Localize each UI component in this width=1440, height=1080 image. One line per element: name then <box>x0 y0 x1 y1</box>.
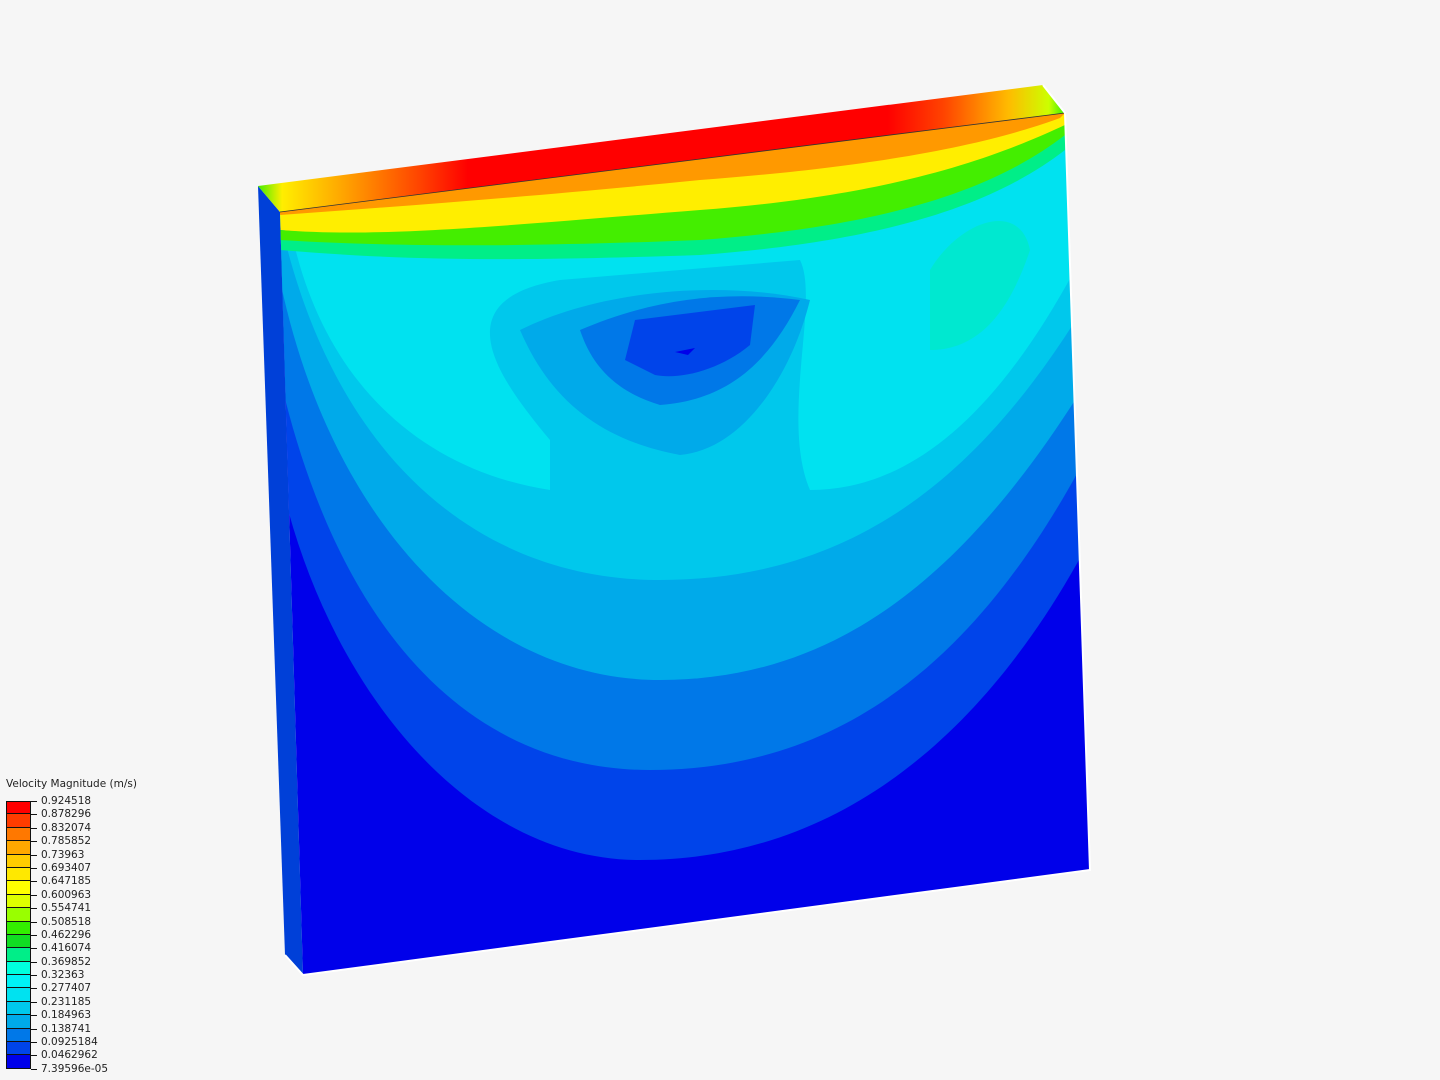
velocity-contours <box>280 113 1090 975</box>
legend-tick <box>31 841 37 843</box>
legend-entry: 0.369852 <box>6 955 137 976</box>
legend-swatch <box>6 1001 31 1016</box>
legend-swatch <box>6 854 31 868</box>
legend-value: 0.231185 <box>41 995 92 1008</box>
legend-swatch <box>6 867 31 882</box>
legend-entry: 0.231185 <box>6 995 137 1016</box>
legend-tick <box>31 1068 37 1070</box>
legend-entry: 0.138741 <box>6 1022 137 1043</box>
domain-top-face <box>258 85 1065 212</box>
domain-side-face <box>258 186 303 975</box>
legend-entry: 0.416074 <box>6 942 137 962</box>
legend-value: 0.647185 <box>41 875 92 888</box>
legend-tick <box>31 854 37 856</box>
legend-entry: 0.785852 <box>6 835 137 855</box>
legend-tick <box>31 827 37 829</box>
legend-entry: 0.832074 <box>6 821 137 842</box>
legend-value: 0.0925184 <box>41 1036 98 1049</box>
legend-swatch <box>6 961 31 976</box>
legend-swatch <box>6 894 31 909</box>
legend-swatch <box>6 1042 31 1056</box>
legend-swatch <box>6 841 31 855</box>
legend-value: 0.277407 <box>41 982 92 995</box>
legend-entry: 0.924518 <box>6 795 137 815</box>
legend-value: 0.369852 <box>41 955 92 968</box>
legend-tick <box>31 867 37 869</box>
legend-swatch <box>6 948 31 962</box>
legend-tick <box>31 1015 37 1017</box>
legend-tick <box>31 934 37 936</box>
legend-tick <box>31 948 37 950</box>
legend-tick <box>31 894 37 896</box>
legend-swatch <box>6 921 31 935</box>
legend-tick <box>31 908 37 910</box>
legend-entry: 0.277407 <box>6 982 137 1002</box>
legend-tick <box>31 1028 37 1030</box>
legend-entry: 0.462296 <box>6 928 137 949</box>
domain-edge <box>279 112 1066 213</box>
legend-entry: 0.554741 <box>6 902 137 922</box>
legend-tick <box>31 988 37 990</box>
legend-entry: 0.184963 <box>6 1009 137 1029</box>
legend-value: 0.924518 <box>41 795 92 807</box>
legend-value: 0.693407 <box>41 861 92 874</box>
legend-entry: 0.878296 <box>6 808 137 828</box>
legend-value: 0.878296 <box>41 808 92 821</box>
legend-value: 7.39596e-05 <box>41 1062 109 1075</box>
legend-swatch <box>6 881 31 895</box>
legend-swatch <box>6 934 31 949</box>
legend-value: 0.554741 <box>41 902 92 915</box>
legend-tick <box>31 1042 37 1044</box>
legend-value: 0.73963 <box>41 848 85 861</box>
legend-value: 0.600963 <box>41 888 92 901</box>
legend-tick <box>31 814 37 816</box>
legend-entry: 0.693407 <box>6 861 137 882</box>
legend-swatch <box>6 1015 31 1029</box>
legend-tick <box>31 881 37 883</box>
legend-tick <box>31 1055 37 1057</box>
legend-swatch <box>6 975 31 989</box>
legend-swatch <box>6 814 31 828</box>
legend-entry: 0.600963 <box>6 888 137 909</box>
legend-entry: 0.0925184 <box>6 1036 137 1056</box>
legend-value: 0.138741 <box>41 1022 92 1035</box>
legend-value: 0.832074 <box>41 821 92 834</box>
legend-title: Velocity Magnitude (m/s) <box>6 778 137 790</box>
legend-value: 0.184963 <box>41 1009 92 1022</box>
legend-swatch <box>6 988 31 1002</box>
legend-swatch <box>6 908 31 922</box>
legend-tick <box>31 1001 37 1003</box>
legend-tick <box>31 961 37 963</box>
legend-value: 0.508518 <box>41 915 92 928</box>
legend-tick <box>31 975 37 977</box>
legend-entry: 0.647185 <box>6 875 137 895</box>
legend-entry: 0.73963 <box>6 848 137 868</box>
legend-swatch <box>6 801 31 815</box>
legend-swatch <box>6 827 31 842</box>
legend-value: 0.32363 <box>41 969 85 982</box>
legend-value: 0.462296 <box>41 928 92 941</box>
legend-tick <box>31 801 37 802</box>
legend-tick <box>31 921 37 923</box>
legend-value: 0.785852 <box>41 835 92 848</box>
legend-swatch <box>6 1055 31 1069</box>
legend-value: 0.0462962 <box>41 1049 98 1062</box>
legend-entry: 0.32363 <box>6 969 137 989</box>
legend-entry: 0.508518 <box>6 915 137 935</box>
domain-edge <box>284 84 1092 977</box>
legend-entry: 7.39596e-05 <box>6 1063 137 1076</box>
legend-entry: 0.0462962 <box>6 1049 137 1069</box>
legend-value: 0.416074 <box>41 942 92 955</box>
legend-swatch <box>6 1028 31 1043</box>
color-legend: Velocity Magnitude (m/s) 0.924518 0.87829… <box>6 778 137 1076</box>
